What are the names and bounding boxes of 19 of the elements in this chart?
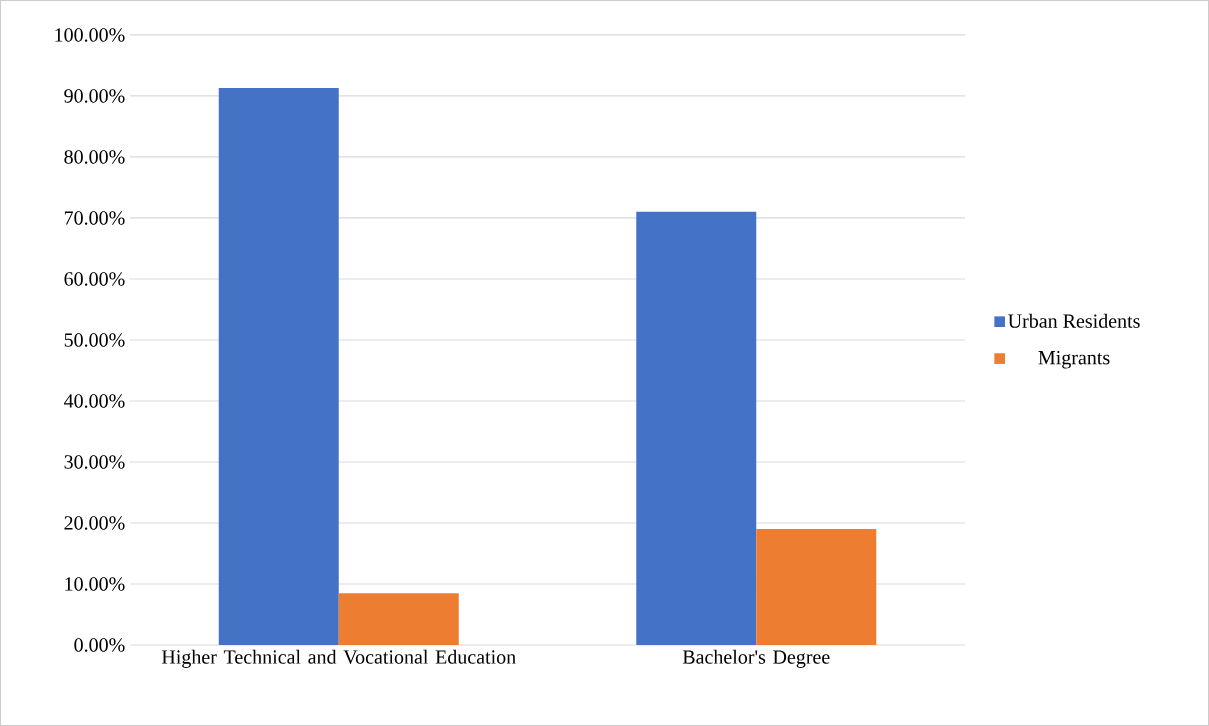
- x-tick-label: Bachelor's Degree: [682, 649, 830, 668]
- legend-label: Urban Residents: [1008, 313, 1140, 328]
- y-tick-label: 80.00%: [64, 150, 125, 164]
- y-tick-label: 90.00%: [64, 89, 125, 103]
- bar: [218, 88, 339, 646]
- bar: [338, 593, 459, 646]
- legend-label: Migrants: [1038, 350, 1110, 369]
- y-tick-label: 20.00%: [64, 516, 125, 530]
- y-tick-label: 100.00%: [55, 28, 125, 42]
- y-tick-label: 50.00%: [64, 333, 125, 347]
- y-tick-label: 30.00%: [64, 455, 125, 469]
- y-tick-label: 70.00%: [64, 211, 125, 225]
- y-tick-label: 10.00%: [65, 577, 125, 591]
- y-tick-label: 0.00%: [74, 638, 125, 652]
- y-tick-label: 60.00%: [64, 272, 125, 286]
- y-tick-label: 40.00%: [64, 394, 125, 408]
- bar: [636, 211, 757, 646]
- bar: [756, 529, 877, 646]
- x-tick-label: Higher Technical and Vocational Education: [161, 649, 516, 668]
